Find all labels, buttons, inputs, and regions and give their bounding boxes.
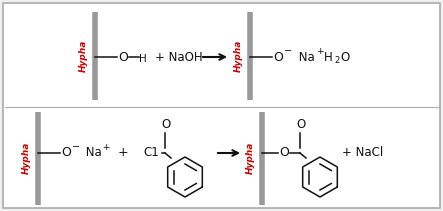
- Text: +: +: [102, 142, 109, 151]
- Text: Hypha: Hypha: [78, 40, 88, 72]
- Text: Hypha: Hypha: [245, 142, 254, 174]
- Text: +: +: [316, 46, 323, 55]
- Text: O: O: [296, 119, 305, 131]
- Text: Na: Na: [82, 146, 102, 160]
- Text: O: O: [340, 50, 349, 64]
- FancyBboxPatch shape: [3, 3, 440, 208]
- Text: C1: C1: [143, 146, 159, 160]
- Text: Hypha: Hypha: [233, 40, 242, 72]
- Text: O: O: [61, 146, 71, 160]
- Text: −: −: [72, 142, 80, 152]
- Text: Na: Na: [295, 50, 315, 64]
- Text: −: −: [284, 46, 292, 56]
- Text: Hypha: Hypha: [22, 142, 31, 174]
- Text: H: H: [139, 54, 147, 64]
- Text: H: H: [324, 50, 333, 64]
- Text: + NaOH: + NaOH: [155, 50, 202, 64]
- Text: O: O: [273, 50, 283, 64]
- Text: O: O: [279, 146, 289, 160]
- Text: O: O: [161, 119, 170, 131]
- Text: 2: 2: [334, 55, 339, 65]
- Text: + NaCl: + NaCl: [342, 146, 383, 160]
- Text: O: O: [118, 50, 128, 64]
- Text: +: +: [118, 146, 128, 160]
